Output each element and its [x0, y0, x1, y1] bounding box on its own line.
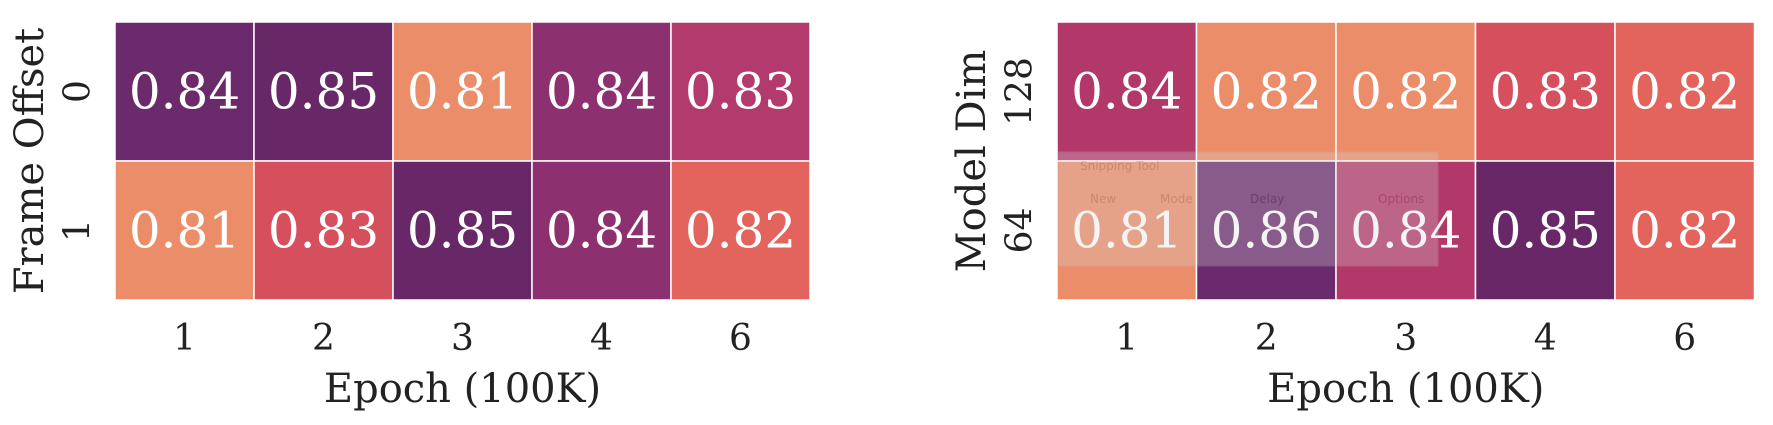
heatmap-cell	[531, 160, 672, 301]
x-tick-label: 3	[1394, 318, 1417, 359]
heatmap-cell	[1474, 21, 1616, 162]
cell-value-label: 0.85	[407, 202, 518, 260]
heatmap-model-dim: 0.84 0.82 0.82 0.83 0.82 0.81 0.86 0.84 0.85 0.82…	[949, 21, 1756, 412]
x-tick-label: 1	[173, 318, 196, 359]
snipping-tool-overlay: Snipping Tool New Mode Delay Options	[1057, 151, 1439, 267]
x-tick-label: 1	[1115, 318, 1138, 359]
heatmap-frame-offset: 0.84 0.85 0.81 0.84 0.83 0.81 0.83 0.85 0.84 0.82…	[7, 21, 811, 412]
heatmap-cell	[253, 160, 394, 301]
heatmap-cell	[253, 21, 394, 162]
cell-value-label: 0.86	[1211, 202, 1322, 260]
heatmap-cell	[1335, 21, 1477, 162]
overlay-options-button: Options	[1378, 192, 1424, 206]
heatmap-cell	[392, 21, 533, 162]
overlay-window	[1057, 151, 1439, 267]
heatmap-cell	[670, 160, 811, 301]
cell-value-label: 0.82	[1211, 63, 1322, 121]
y-tick-label: 1	[58, 219, 99, 242]
cell-value-label: 0.85	[1490, 202, 1601, 260]
x-tick-label: 6	[729, 318, 752, 359]
y-tick-label: 128	[1000, 57, 1041, 126]
x-axis-label: Epoch (100K)	[324, 366, 601, 412]
x-axis-label: Epoch (100K)	[1267, 366, 1544, 412]
y-axis-label: Model Dim	[949, 50, 995, 273]
y-tick-label: 64	[1000, 208, 1041, 254]
cell-value-label: 0.84	[546, 63, 657, 121]
heatmap-cell	[1474, 160, 1616, 301]
x-tick-label: 4	[590, 318, 613, 359]
heatmap-cell	[1195, 160, 1337, 301]
heatmap-cell	[1335, 160, 1477, 301]
cell-value-label: 0.85	[268, 63, 379, 121]
heatmap-cell	[392, 160, 533, 301]
cell-value-label: 0.81	[407, 63, 518, 121]
cell-value-label: 0.83	[1490, 63, 1601, 121]
cell-value-label: 0.81	[129, 202, 240, 260]
overlay-title: Snipping Tool	[1080, 159, 1159, 173]
cell-value-label: 0.84	[1350, 202, 1461, 260]
cell-value-label: 0.82	[1629, 202, 1740, 260]
heatmap-cell	[114, 160, 255, 301]
heatmap-cell	[670, 21, 811, 162]
y-axis-label: Frame Offset	[7, 28, 53, 295]
cell-value-label: 0.84	[129, 63, 240, 121]
heatmap-cell	[1614, 160, 1756, 301]
cell-value-label: 0.82	[1350, 63, 1461, 121]
cell-value-label: 0.82	[685, 202, 796, 260]
heatmap-cell	[1195, 21, 1337, 162]
y-tick-label: 0	[58, 80, 99, 103]
cell-value-label: 0.84	[1071, 63, 1182, 121]
x-tick-label: 3	[451, 318, 474, 359]
heatmap-cell	[114, 21, 255, 162]
cell-value-label: 0.81	[1071, 202, 1182, 260]
overlay-mode-button: Mode	[1160, 192, 1193, 206]
cell-value-label: 0.83	[268, 202, 379, 260]
heatmap-cell	[531, 21, 672, 162]
cell-value-label: 0.83	[685, 63, 796, 121]
overlay-delay-button: Delay	[1250, 192, 1284, 206]
cell-value-label: 0.84	[546, 202, 657, 260]
x-tick-label: 4	[1534, 318, 1557, 359]
x-tick-label: 2	[1255, 318, 1278, 359]
x-tick-label: 6	[1673, 318, 1696, 359]
x-tick-label: 2	[312, 318, 335, 359]
overlay-new-button: New	[1090, 192, 1116, 206]
cell-value-label: 0.82	[1629, 63, 1740, 121]
